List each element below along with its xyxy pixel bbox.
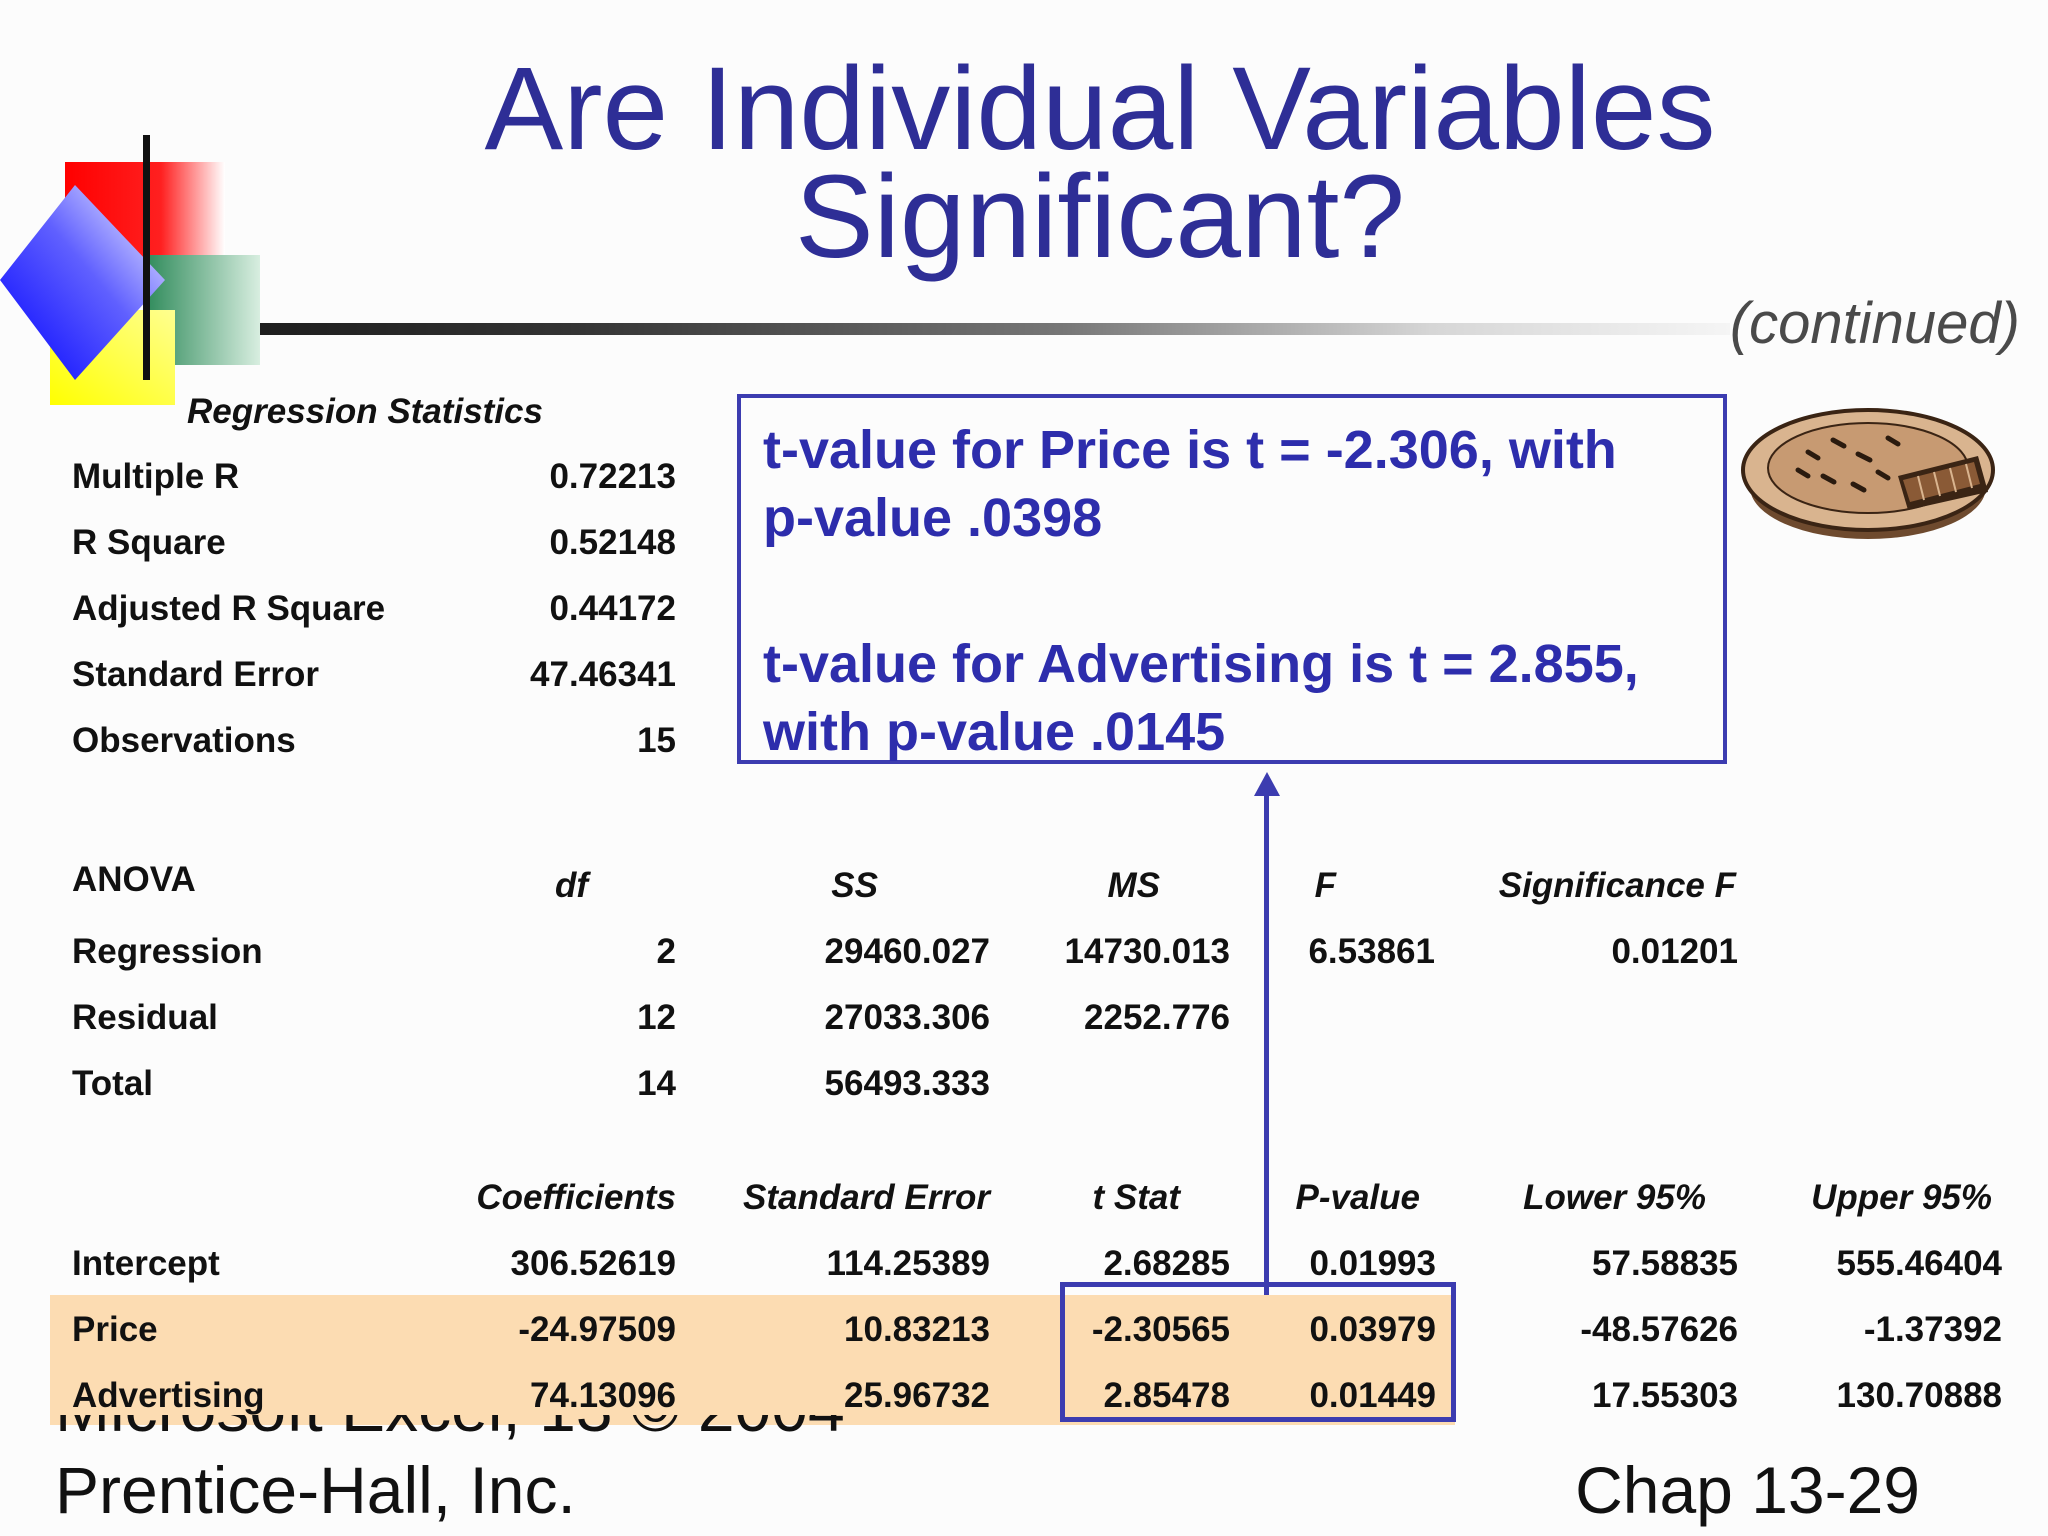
regression-stats-heading: Regression Statistics [187,392,543,431]
coef-value: -24.97509 [518,1310,676,1349]
anova-col-header: df [554,866,588,905]
callout-line: t-value for Advertising is t = 2.855, [763,634,1639,694]
coef-p: 0.03979 [1309,1310,1436,1349]
anova-ms: 14730.013 [1064,932,1230,971]
anova-sigf: 0.01201 [1611,932,1738,971]
anova-f: 6.53861 [1308,932,1435,971]
coef-t: -2.30565 [1091,1310,1230,1349]
coef-lower: 57.58835 [1592,1244,1738,1283]
stat-value: 47.46341 [530,655,676,694]
t-p-highlight-box [1060,1282,1456,1422]
anova-row-label: Total [72,1064,154,1103]
t-value-callout: t-value for Price is t = -2.306, with p-… [737,394,1727,764]
coef-value: 74.13096 [530,1376,676,1415]
coef-col-header: P-value [1295,1178,1421,1217]
coef-p: 0.01993 [1309,1244,1436,1283]
pie-icon [1741,408,1995,539]
stat-value: 15 [637,721,676,760]
coef-se: 25.96732 [844,1376,990,1415]
anova-ss: 56493.333 [824,1064,990,1103]
coef-row-label: Advertising [72,1376,265,1415]
title-line-1: Are Individual Variables [484,43,1716,175]
coef-col-header: Lower 95% [1523,1178,1706,1217]
anova-col-header: F [1314,866,1336,905]
callout-arrow [1264,790,1269,1295]
stat-value: 0.52148 [549,523,676,562]
coef-t: 2.68285 [1103,1244,1230,1283]
coef-col-header: t Stat [1092,1178,1181,1217]
price-advertising-highlight [50,1295,1455,1425]
anova-row-label: Regression [72,932,263,971]
title-line-2: Significant? [794,151,1406,283]
anova-col-header: MS [1107,866,1161,905]
coef-upper: -1.37392 [1863,1310,2002,1349]
footer-slide-number: Chap 13-29 [1575,1453,1920,1527]
callout-line: p-value .0398 [763,488,1103,548]
anova-ss: 27033.306 [824,998,990,1037]
stat-label: Observations [72,721,296,760]
stat-label: Multiple R [72,457,240,496]
anova-heading: ANOVA [72,860,196,899]
coef-row-label: Intercept [72,1244,220,1283]
coef-upper: 555.46404 [1836,1244,2002,1283]
callout-line: t-value for Price is t = -2.306, with [763,420,1617,480]
coef-p: 0.01449 [1309,1376,1436,1415]
coef-col-header: Upper 95% [1811,1178,1992,1217]
coef-value: 306.52619 [510,1244,676,1283]
anova-df: 14 [637,1064,676,1103]
anova-row-label: Residual [72,998,218,1037]
slide-logo-icon [0,135,260,405]
stat-label: R Square [72,523,226,562]
anova-ms: 2252.776 [1084,998,1230,1037]
slide-title: Are Individual Variables Significant? [440,43,1760,283]
coef-lower: 17.55303 [1592,1376,1738,1415]
callout-line: with p-value .0145 [763,702,1226,762]
footer-copyright-cut: Microsoft Excel, 13 © 2004 [55,1415,845,1443]
coef-upper: 130.70888 [1836,1376,2002,1415]
arrow-head-icon [1254,772,1280,796]
footer-publisher: Prentice-Hall, Inc. [55,1453,576,1527]
stat-label: Standard Error [72,655,319,694]
coef-lower: -48.57626 [1580,1310,1738,1349]
continued-label: (continued) [1729,291,2020,356]
stat-value: 0.44172 [549,589,676,628]
anova-df: 2 [656,932,676,971]
stat-label: Adjusted R Square [72,589,386,628]
title-rule [70,323,1730,335]
anova-col-header: Significance F [1498,866,1736,905]
anova-df: 12 [637,998,676,1037]
anova-ss: 29460.027 [824,932,990,971]
coef-se: 10.83213 [844,1310,990,1349]
coef-row-label: Price [72,1310,158,1349]
coef-col-header: Coefficients [476,1178,676,1217]
stat-value: 0.72213 [549,457,676,496]
coef-se: 114.25389 [826,1244,990,1283]
coef-t: 2.85478 [1103,1376,1230,1415]
coef-col-header: Standard Error [743,1178,990,1217]
anova-col-header: SS [831,866,878,905]
